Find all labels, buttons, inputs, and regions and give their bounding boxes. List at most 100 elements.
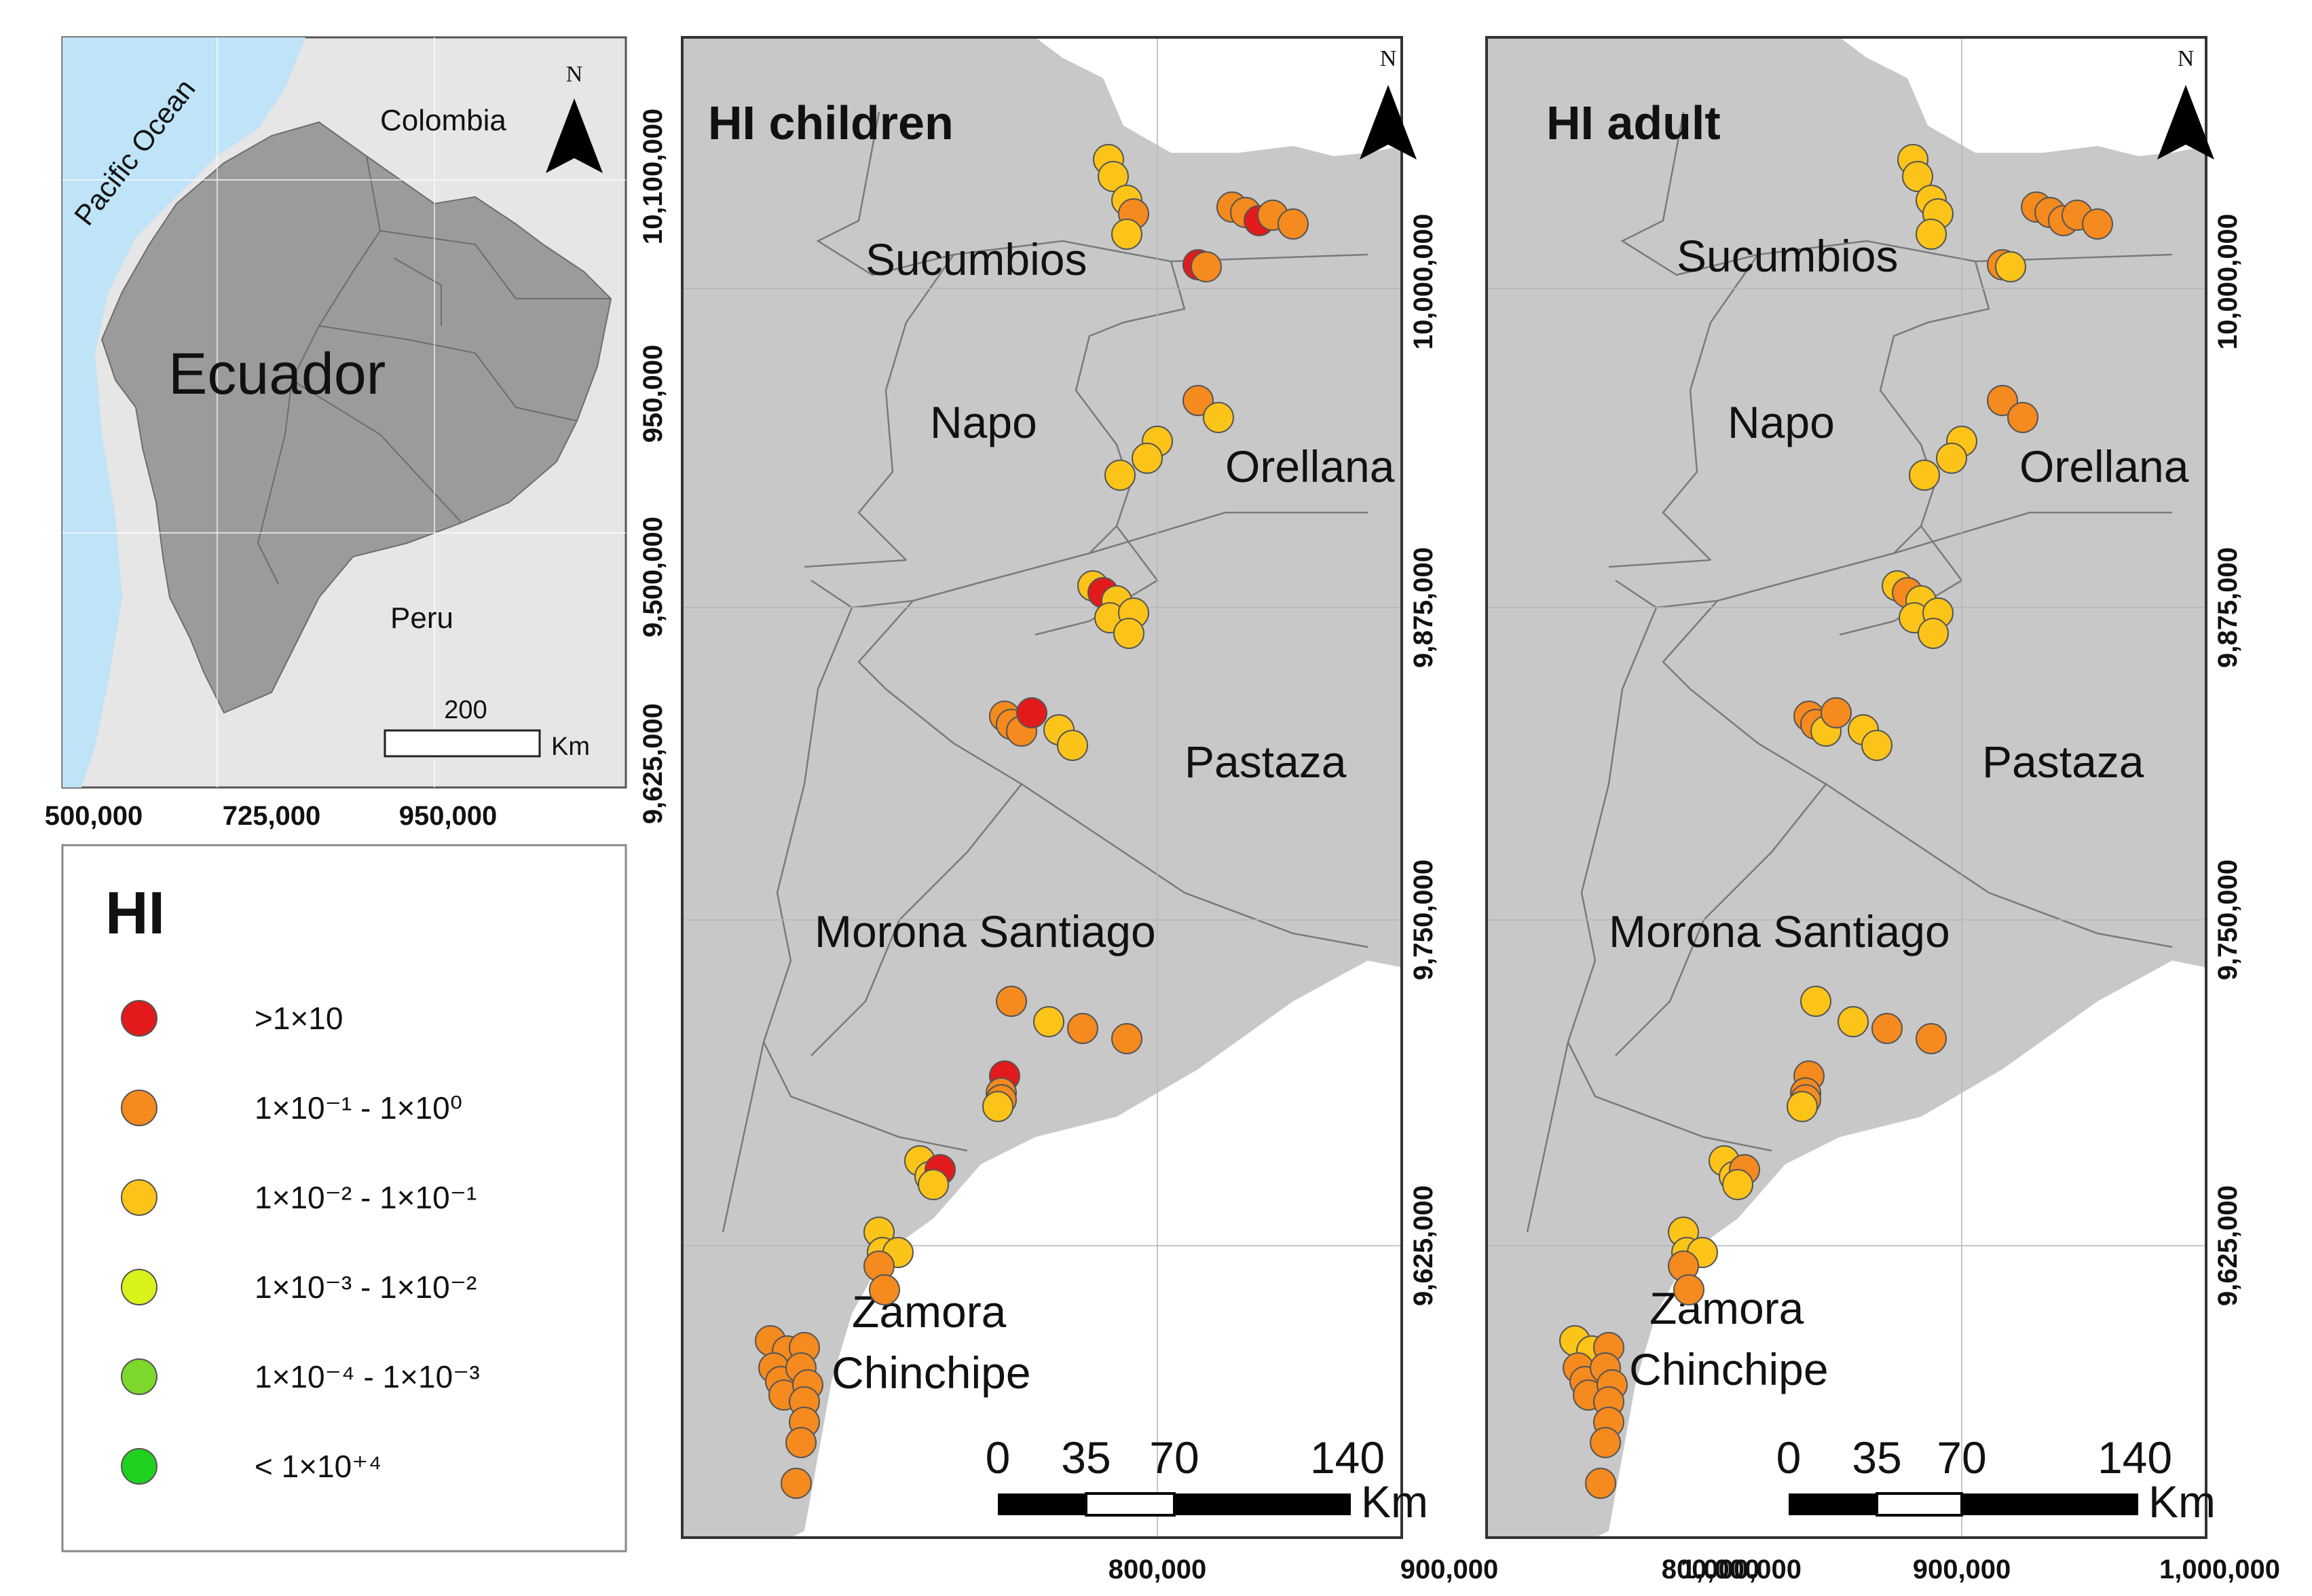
hi-points bbox=[1559, 144, 2113, 1499]
legend-label: 1×10⁻¹ - 1×10⁰ bbox=[255, 1090, 462, 1126]
inset-map: Pacific Ocean Colombia Ecuador Peru N 20… bbox=[45, 36, 668, 831]
legend: HI >1×10 1×10⁻¹ - 1×10⁰ 1×10⁻² - 1×10⁻¹ 1×1… bbox=[61, 844, 627, 1553]
y-tick: 10,000,000 bbox=[2213, 214, 2243, 350]
inset-scale-unit: Km bbox=[551, 732, 590, 761]
scale-label: 35 bbox=[1852, 1432, 1901, 1483]
hi-point bbox=[1104, 460, 1136, 491]
map-title: HI children bbox=[708, 96, 954, 149]
map-frame bbox=[1485, 36, 2207, 1539]
hi-point bbox=[1936, 443, 1967, 474]
inset-y-tick: 10,100,000 bbox=[638, 109, 668, 244]
x-tick: 1,000,000 bbox=[1681, 1555, 1802, 1584]
hi-point bbox=[2007, 402, 2038, 433]
inset-x-tick: 950,000 bbox=[399, 801, 498, 831]
province-label-pastaza: Pastaza bbox=[1185, 737, 1347, 787]
legend-label: 1×10⁻³ - 1×10⁻² bbox=[255, 1269, 477, 1305]
hi-point bbox=[918, 1169, 949, 1200]
legend-swatch bbox=[121, 1090, 157, 1126]
hi-point bbox=[1111, 1023, 1142, 1054]
province-label-sucumbios: Sucumbios bbox=[865, 234, 1087, 284]
province-label-napo: Napo bbox=[930, 397, 1037, 447]
legend-label: >1×10 bbox=[255, 1001, 343, 1036]
inset-north-letter: N bbox=[566, 62, 583, 87]
province-label-orellana: Orellana bbox=[2019, 441, 2189, 491]
hi-point bbox=[1918, 618, 1949, 649]
north-letter: N bbox=[1380, 46, 1397, 71]
hi-point bbox=[1590, 1427, 1621, 1458]
hi-point bbox=[1585, 1468, 1616, 1499]
x-tick: 1,000,000 bbox=[2159, 1555, 2280, 1584]
hi-point bbox=[1787, 1091, 1818, 1122]
hi-point bbox=[1871, 1013, 1903, 1044]
hi-point bbox=[1278, 208, 1309, 240]
y-tick: 9,750,000 bbox=[2213, 859, 2243, 980]
inset-y-tick: 9,625,000 bbox=[638, 703, 668, 824]
hi-point bbox=[1111, 219, 1142, 250]
scale-label: 140 bbox=[1310, 1432, 1385, 1483]
y-tick: 9,875,000 bbox=[1409, 547, 1438, 668]
legend-label: < 1×10⁺⁴ bbox=[255, 1449, 381, 1484]
hi-point bbox=[1995, 251, 2026, 282]
legend-label: 1×10⁻² - 1×10⁻¹ bbox=[255, 1180, 477, 1215]
hi-point bbox=[1191, 251, 1222, 282]
y-tick: 9,625,000 bbox=[2213, 1185, 2243, 1306]
north-letter: N bbox=[2178, 46, 2195, 71]
legend-swatch bbox=[121, 1358, 157, 1395]
hi-point bbox=[1861, 730, 1893, 761]
province-label-pastaza: Pastaza bbox=[1982, 737, 2144, 787]
hi-point bbox=[1838, 1006, 1869, 1037]
hi-point bbox=[1182, 385, 1214, 416]
province-label-napo: Napo bbox=[1728, 397, 1835, 447]
hi-point bbox=[1909, 460, 1940, 491]
inset-scale-value: 200 bbox=[444, 696, 487, 724]
hi-point bbox=[1016, 697, 1047, 728]
peru-label: Peru bbox=[390, 601, 453, 635]
legend-swatch bbox=[121, 1269, 157, 1305]
inset-y-tick: 950,000 bbox=[638, 345, 668, 443]
province-label-morona: Morona Santiago bbox=[1609, 906, 1950, 957]
scale-unit: Km bbox=[1361, 1477, 1428, 1527]
legend-swatch bbox=[121, 1448, 157, 1485]
hi-point bbox=[1673, 1274, 1704, 1305]
inset-y-tick: 9,500,000 bbox=[638, 517, 668, 637]
map-panel-children: HI children N Sucumbios Napo Orellana Pa… bbox=[681, 36, 1802, 1584]
hi-point bbox=[1057, 730, 1088, 761]
x-tick: 900,000 bbox=[1913, 1555, 2011, 1584]
map-panel-adult: HI adult N Sucumbios Napo Orellana Pasta… bbox=[1485, 36, 2280, 1584]
hi-point bbox=[781, 1468, 812, 1499]
province-label-chinchipe: Chinchipe bbox=[832, 1348, 1031, 1398]
province-label-sucumbios: Sucumbios bbox=[1677, 231, 1899, 281]
scale-label: 140 bbox=[2097, 1432, 2172, 1483]
ecuador-label: Ecuador bbox=[168, 341, 386, 407]
y-tick: 10,000,000 bbox=[1409, 214, 1438, 350]
scale-unit: Km bbox=[2148, 1477, 2216, 1527]
x-tick: 800,000 bbox=[1662, 1555, 1760, 1584]
province-label-chinchipe: Chinchipe bbox=[1629, 1344, 1829, 1394]
y-tick: 9,875,000 bbox=[2213, 547, 2243, 668]
hi-point bbox=[785, 1427, 817, 1458]
legend-swatch bbox=[121, 1179, 157, 1216]
colombia-label: Colombia bbox=[380, 104, 506, 137]
inset-scale-bar bbox=[384, 729, 541, 758]
hi-point bbox=[1203, 402, 1234, 433]
scale-label: 70 bbox=[1937, 1432, 1986, 1483]
legend-title: HI bbox=[105, 879, 165, 946]
map-frame bbox=[681, 36, 1403, 1539]
map-title: HI adult bbox=[1546, 96, 1721, 149]
hi-point bbox=[1821, 697, 1852, 728]
scale-bar: 0 35 70 140 Km bbox=[986, 1432, 1428, 1527]
inset-x-tick: 725,000 bbox=[223, 801, 321, 831]
ocean bbox=[62, 37, 305, 787]
hi-point bbox=[1722, 1169, 1753, 1200]
province-label-morona: Morona Santiago bbox=[815, 906, 1156, 957]
x-tick: 800,000 bbox=[1108, 1555, 1207, 1584]
hi-point bbox=[1113, 618, 1144, 649]
y-tick: 9,750,000 bbox=[1409, 859, 1438, 980]
scale-label: 0 bbox=[1776, 1432, 1802, 1483]
hi-point bbox=[869, 1274, 900, 1305]
hi-point bbox=[1916, 1023, 1947, 1054]
hi-point bbox=[1800, 986, 1831, 1017]
hi-point bbox=[1132, 443, 1163, 474]
hi-point bbox=[996, 986, 1027, 1017]
